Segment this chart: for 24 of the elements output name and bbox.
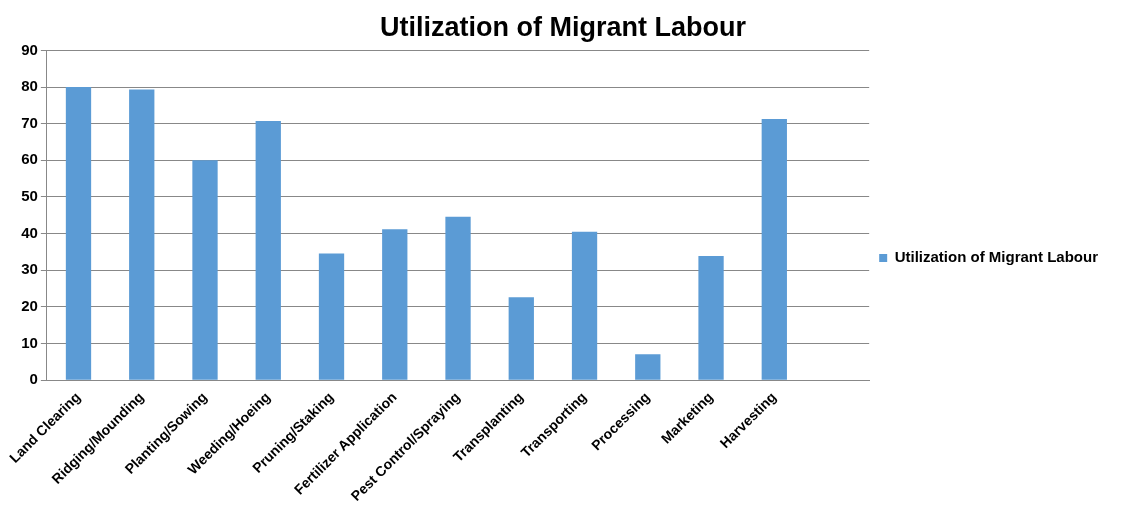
y-tick-label: 50 xyxy=(21,187,38,205)
bar xyxy=(761,118,787,380)
bar xyxy=(65,87,92,380)
bar xyxy=(192,160,218,380)
bar xyxy=(129,89,155,380)
bar xyxy=(508,297,534,380)
legend-label: Utilization of Migrant Labour xyxy=(894,248,1099,266)
y-tick-label: 30 xyxy=(21,260,38,278)
bar xyxy=(635,354,661,380)
y-tick-label: 90 xyxy=(21,40,38,58)
y-tick-label: 80 xyxy=(21,77,38,95)
bar xyxy=(445,216,471,380)
y-tick-label: 0 xyxy=(29,370,38,388)
y-tick-label: 60 xyxy=(21,150,38,168)
y-tick-label: 20 xyxy=(21,297,38,315)
bar xyxy=(571,231,598,380)
bar xyxy=(318,253,345,380)
y-tick-label: 10 xyxy=(21,333,38,351)
bar xyxy=(255,121,281,380)
bar xyxy=(382,229,408,380)
y-tick-label: 40 xyxy=(21,223,38,241)
bar xyxy=(698,255,724,380)
y-tick-label: 70 xyxy=(21,113,38,131)
chart-title: Utilization of Migrant Labour xyxy=(380,11,747,42)
